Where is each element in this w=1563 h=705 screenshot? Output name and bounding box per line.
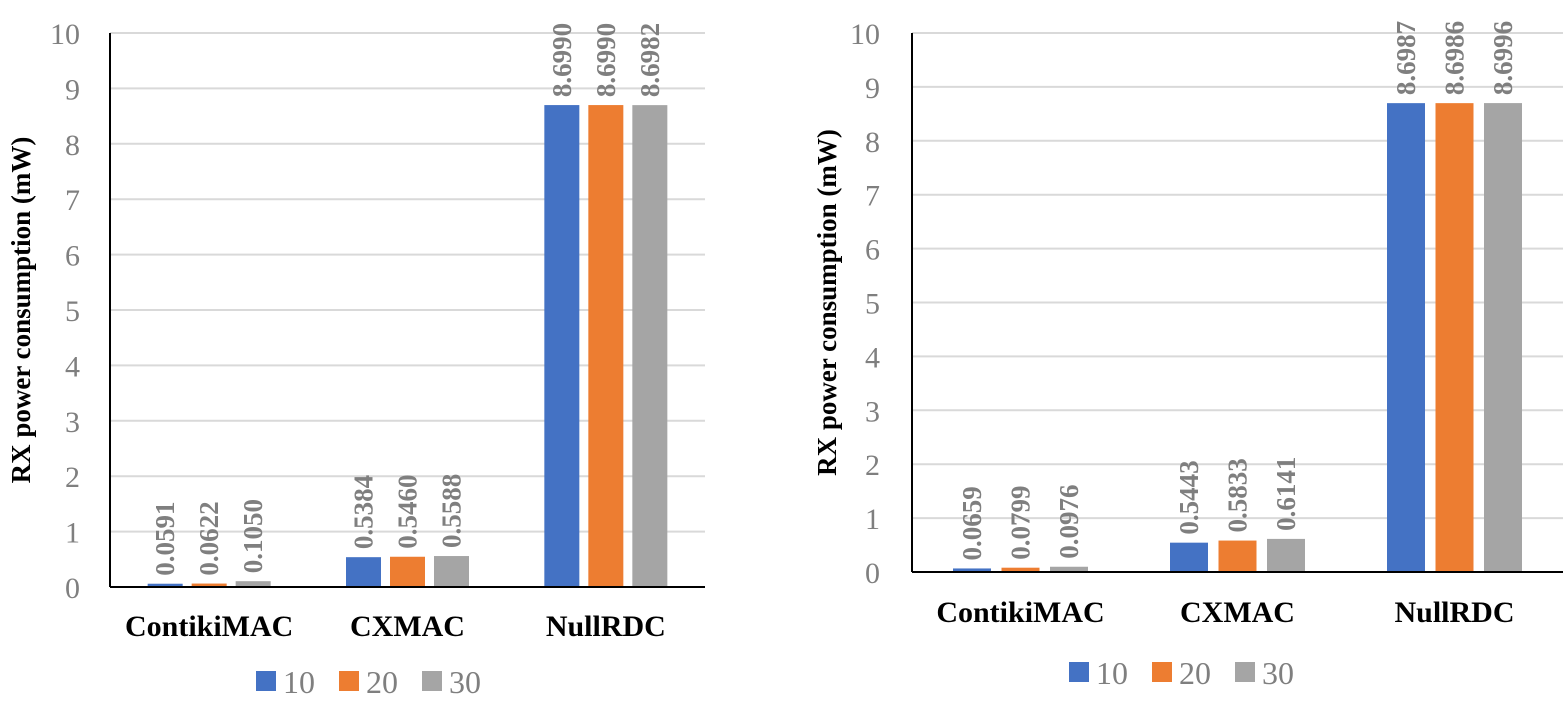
bar-nullrdc-30 [632, 105, 668, 587]
legend: 10 20 30 [256, 664, 481, 700]
bar-contikimac-30 [235, 581, 271, 587]
data-label: 0.0591 [150, 501, 180, 575]
category-label: CXMAC [1180, 596, 1295, 629]
bar-nullrdc-20 [588, 105, 624, 587]
data-label: 0.0976 [1054, 484, 1084, 558]
y-tick-label: 6 [865, 234, 880, 267]
chart-right: 0 1 2 3 4 5 6 7 8 9 10 RX power consumption (mW) 0.0… [812, 18, 1563, 691]
category-label: ContikiMAC [936, 596, 1104, 629]
y-tick-label: 4 [865, 341, 880, 374]
bar-contikimac-20 [191, 583, 227, 587]
legend-label: 30 [449, 664, 481, 700]
data-label: 8.6986 [1440, 21, 1470, 95]
data-label: 8.6990 [547, 23, 577, 97]
y-tick-label: 10 [850, 18, 880, 51]
y-tick-label: 8 [65, 129, 80, 162]
bar-nullrdc-10 [544, 105, 580, 587]
category-label: ContikiMAC [125, 610, 293, 643]
legend-swatch-10 [1069, 662, 1089, 682]
chart-left: 0 1 2 3 4 5 6 7 8 9 10 RX power consumption (mW) 0.0… [6, 18, 705, 700]
bar-contikimac-10 [147, 583, 183, 587]
category-label: NullRDC [1394, 596, 1514, 629]
y-tick-label: 1 [65, 517, 80, 550]
y-tick-label: 6 [65, 240, 80, 273]
legend-label: 20 [1179, 655, 1211, 691]
y-tick-label: 8 [865, 126, 880, 159]
data-label: 0.5443 [1174, 460, 1204, 534]
legend-swatch-30 [1235, 662, 1255, 682]
y-tick-label: 5 [865, 288, 880, 321]
y-tick-label: 3 [65, 406, 80, 439]
bar-cxmac-20 [1218, 540, 1257, 572]
data-label: 0.5384 [349, 475, 379, 549]
bar-contikimac-30 [1050, 566, 1088, 572]
legend-swatch-10 [256, 671, 276, 691]
y-tick-label: 0 [865, 557, 880, 590]
y-axis-label: RX power consumption (mW) [812, 129, 842, 476]
y-tick-label: 4 [65, 350, 80, 383]
category-label: NullRDC [546, 610, 666, 643]
data-label: 0.0622 [194, 501, 224, 575]
y-tick-label: 2 [865, 449, 880, 482]
bar-nullrdc-20 [1435, 103, 1474, 573]
legend-swatch-20 [1152, 662, 1172, 682]
y-tick-label: 2 [65, 461, 80, 494]
bar-contikimac-10 [953, 568, 991, 572]
bar-cxmac-30 [1267, 538, 1305, 572]
legend-label: 30 [1262, 655, 1294, 691]
bar-nullrdc-30 [1484, 103, 1522, 573]
y-tick-label: 10 [50, 18, 80, 51]
data-label: 0.5460 [393, 475, 423, 549]
data-label: 0.6141 [1271, 457, 1301, 531]
y-tick-label: 5 [65, 295, 80, 328]
y-tick-label: 7 [865, 180, 880, 213]
legend-label: 20 [366, 664, 398, 700]
y-tick-label: 3 [865, 395, 880, 428]
bar-cxmac-30 [434, 556, 469, 587]
data-label: 0.0799 [1006, 485, 1036, 559]
data-label: 8.6990 [591, 23, 621, 97]
bar-cxmac-10 [1170, 542, 1208, 572]
data-label: 8.6987 [1391, 21, 1421, 95]
data-label: 0.5833 [1223, 458, 1253, 532]
legend-label: 10 [1096, 655, 1128, 691]
y-tick-label: 7 [65, 184, 80, 217]
bar-contikimac-20 [1001, 567, 1040, 572]
y-tick-label: 1 [865, 503, 880, 536]
category-label: CXMAC [350, 610, 465, 643]
y-tick-label: 9 [865, 72, 880, 105]
legend-swatch-30 [422, 671, 442, 691]
legend: 10 20 30 [1069, 655, 1294, 691]
y-axis-label: RX power consumption (mW) [6, 137, 36, 484]
data-label: 8.6982 [635, 23, 665, 97]
y-tick-label: 0 [65, 572, 80, 605]
data-label: 8.6996 [1488, 21, 1518, 95]
bar-cxmac-20 [390, 556, 425, 587]
data-label: 0.5588 [437, 474, 467, 548]
bar-cxmac-10 [346, 557, 381, 587]
data-label: 0.0659 [957, 486, 987, 560]
legend-label: 10 [283, 664, 315, 700]
bar-nullrdc-10 [1387, 103, 1425, 572]
y-tick-label: 9 [65, 73, 80, 106]
data-label: 0.1050 [238, 499, 268, 573]
legend-swatch-20 [339, 671, 359, 691]
